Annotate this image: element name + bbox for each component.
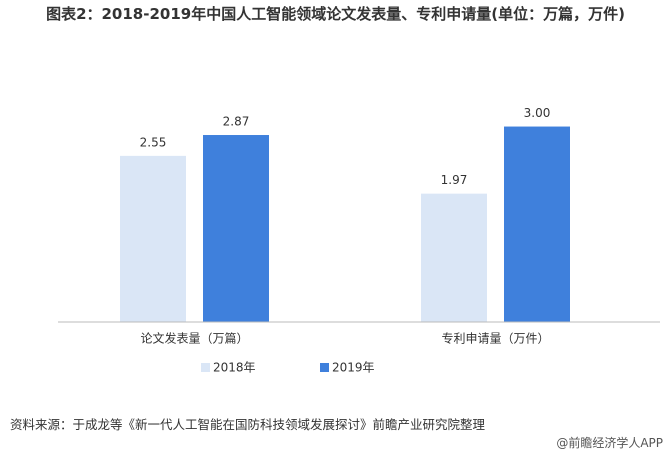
x-tick-label: 论文发表量（万篇） bbox=[140, 331, 248, 346]
x-tick-label: 专利申请量（万件） bbox=[441, 331, 549, 346]
value-label: 2.55 bbox=[140, 135, 167, 149]
legend-swatch bbox=[320, 363, 329, 372]
value-label: 2.87 bbox=[223, 115, 250, 129]
legend-swatch bbox=[201, 363, 210, 372]
source-note: 资料来源：于成龙等《新一代人工智能在国防科技领域发展探讨》前瞻产业研究院整理 bbox=[10, 417, 486, 432]
value-label: 3.00 bbox=[524, 106, 551, 120]
value-label: 1.97 bbox=[441, 173, 468, 187]
chart-title: 图表2：2018-2019年中国人工智能领域论文发表量、专利申请量(单位：万篇，… bbox=[46, 5, 625, 23]
bar bbox=[120, 155, 186, 322]
bar bbox=[421, 193, 487, 322]
bar bbox=[203, 135, 269, 322]
footer: @前瞻经济学人APP bbox=[556, 436, 663, 450]
bar bbox=[504, 126, 570, 322]
legend-label: 2019年 bbox=[332, 361, 375, 375]
legend-label: 2018年 bbox=[213, 361, 256, 375]
